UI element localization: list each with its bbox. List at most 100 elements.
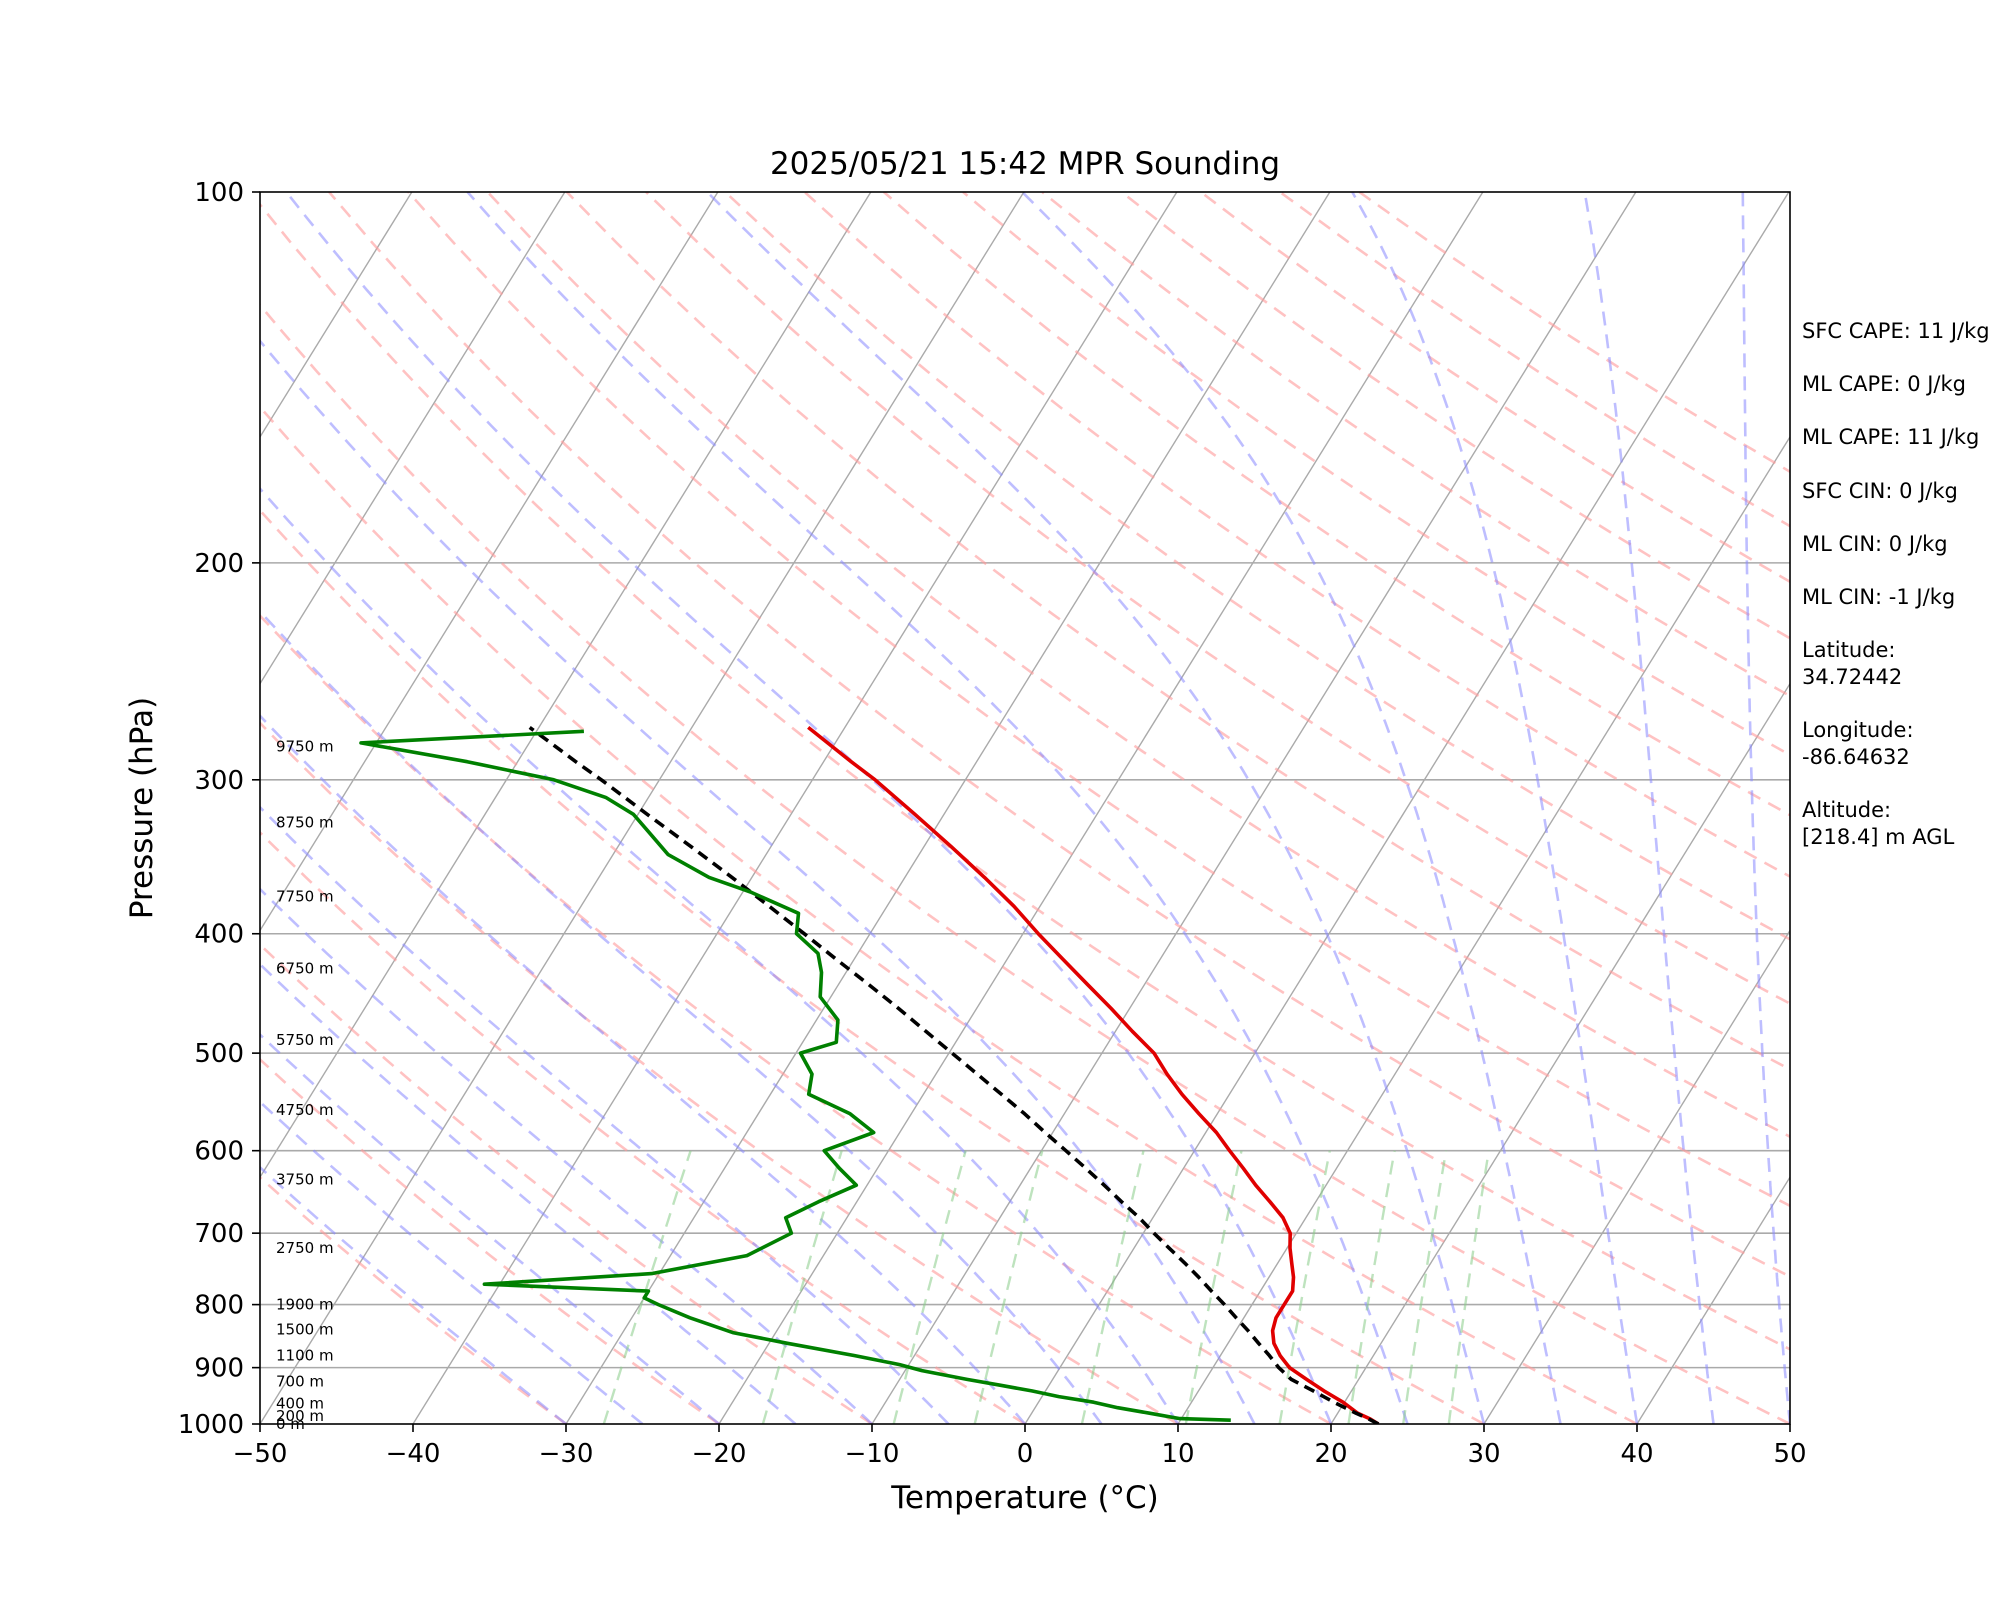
isotherm-line — [718, 192, 1484, 1424]
isotherm-line — [0, 192, 106, 1424]
y-tick-label: 300 — [194, 766, 244, 796]
x-tick-label: 10 — [1161, 1439, 1194, 1469]
y-tick-label: 500 — [194, 1039, 244, 1069]
moist-adiabat-line — [260, 1165, 567, 1424]
mixing-ratio-line — [892, 1150, 967, 1424]
dry-adiabat-line — [260, 613, 1332, 1424]
moist-adiabat-line — [260, 962, 797, 1424]
moist-adiabat-line — [260, 1100, 644, 1424]
x-tick-label: −50 — [233, 1439, 288, 1469]
parameter-text: SFC CIN: 0 J/kg — [1802, 478, 1958, 503]
moist-adiabat-line — [1021, 192, 1562, 1424]
parameter-text: ML CIN: 0 J/kg — [1802, 531, 1948, 556]
height-label: 1100 m — [276, 1347, 334, 1365]
x-tick-label: −20 — [692, 1439, 747, 1469]
isotherm-line — [260, 192, 566, 686]
mixing-ratio-line — [973, 1150, 1044, 1424]
parameter-text: ML CAPE: 0 J/kg — [1802, 372, 1967, 397]
height-label: 400 m — [276, 1394, 324, 1412]
y-tick-label: 1000 — [178, 1410, 244, 1440]
y-tick-label: 200 — [194, 549, 244, 579]
height-label: 3750 m — [276, 1170, 334, 1188]
height-label: 5750 m — [276, 1031, 334, 1049]
x-tick-label: −10 — [845, 1439, 900, 1469]
temperature-trace — [807, 725, 1380, 1424]
dry-adiabat-line — [882, 192, 1790, 817]
mixing-ratio-line — [761, 1150, 843, 1424]
height-label: 6750 m — [276, 960, 334, 978]
isotherm-line — [1024, 192, 1790, 1424]
isotherm-line — [1483, 929, 1790, 1424]
moist-adiabat-line — [260, 805, 950, 1424]
parcel-trace — [528, 725, 1380, 1424]
moist-adiabat-line — [260, 338, 1256, 1424]
mixing-ratio-line — [1347, 1150, 1396, 1424]
mixing-ratio-line — [1080, 1150, 1145, 1424]
isotherm-line — [1636, 1175, 1790, 1424]
isotherm-line — [1330, 682, 1790, 1424]
dry-adiabat-line — [1041, 192, 1790, 698]
height-label: 700 m — [276, 1373, 324, 1391]
height-label: 7750 m — [276, 887, 334, 905]
axis-ticks: −50 −40 −30 −20 −10 0 10 20 30 40 50 100 200 300 400 50… — [178, 178, 1807, 1469]
dry-adiabat-line — [962, 192, 1790, 757]
height-label: 1500 m — [276, 1320, 334, 1338]
x-tick-label: 20 — [1314, 1439, 1347, 1469]
moist-adiabat-line — [260, 887, 873, 1424]
isotherm-line — [1177, 435, 1790, 1424]
moist-adiabat-line — [260, 1032, 720, 1424]
dewpoint-trace — [359, 729, 1231, 1422]
isotherm-line — [260, 192, 872, 1179]
dry-adiabat-line — [260, 202, 1790, 1351]
dry-adiabat-line — [260, 405, 1638, 1424]
chart-title: 2025/05/21 15:42 MPR Sounding — [770, 146, 1280, 182]
height-label: 0 m — [276, 1415, 305, 1433]
dry-adiabat-line — [260, 721, 1179, 1424]
x-tick-label: 30 — [1467, 1439, 1500, 1469]
isotherm-line — [412, 192, 1178, 1424]
parameter-text: ML CIN: -1 J/kg — [1802, 585, 1956, 609]
x-tick-label: 50 — [1773, 1439, 1806, 1469]
height-label: 1900 m — [276, 1296, 334, 1314]
dry-adiabat-line — [260, 508, 1485, 1424]
dry-adiabat-line — [486, 192, 1790, 1139]
dry-adiabat-line — [724, 192, 1790, 941]
height-label: 9750 m — [276, 738, 334, 756]
moist-adiabat-line — [1583, 192, 1715, 1424]
parameter-text: ML CAPE: 11 J/kg — [1802, 425, 1980, 450]
grid-lines — [0, 192, 1790, 1424]
mixing-ratio-line — [1447, 1150, 1490, 1424]
dry-adiabat-line — [803, 192, 1790, 879]
parameter-text: Longitude: -86.64632 — [1802, 718, 1914, 770]
dry-adiabat-line — [645, 192, 1790, 1006]
dry-adiabat-line — [407, 192, 1790, 1208]
dry-adiabat-line — [260, 830, 1026, 1424]
moist-adiabat-line — [1351, 192, 1639, 1424]
mixing-ratio-line — [1278, 1150, 1331, 1424]
height-label: 4750 m — [276, 1101, 334, 1119]
moist-adiabat-line — [260, 609, 1103, 1424]
dry-adiabat-line — [260, 303, 1790, 1424]
y-tick-label: 600 — [194, 1137, 244, 1167]
dry-adiabat-line — [260, 1175, 567, 1424]
isotherm-line — [565, 192, 1331, 1424]
x-tick-label: 0 — [1017, 1439, 1034, 1469]
parameter-text: Latitude: 34.72442 — [1802, 638, 1903, 690]
y-tick-label: 400 — [194, 920, 244, 950]
mixing-ratio-line — [1402, 1150, 1448, 1424]
dry-adiabat-line — [260, 942, 873, 1424]
mixing-ratio-line — [1184, 1150, 1243, 1424]
x-tick-label: 40 — [1620, 1439, 1653, 1469]
moist-adiabat-line — [285, 192, 1333, 1424]
isotherm-line — [871, 192, 1637, 1424]
isotherm-line — [260, 192, 413, 439]
height-label: 8750 m — [276, 814, 334, 832]
parameter-text: Altitude: [218.4] m AGL — [1802, 798, 1955, 849]
y-tick-label: 800 — [194, 1291, 244, 1321]
mixing-ratio-line — [602, 1150, 692, 1424]
x-tick-label: −30 — [539, 1439, 594, 1469]
moist-adiabat-line — [706, 192, 1486, 1424]
y-axis-label: Pressure (hPa) — [124, 697, 160, 919]
sounding-traces — [359, 725, 1380, 1424]
